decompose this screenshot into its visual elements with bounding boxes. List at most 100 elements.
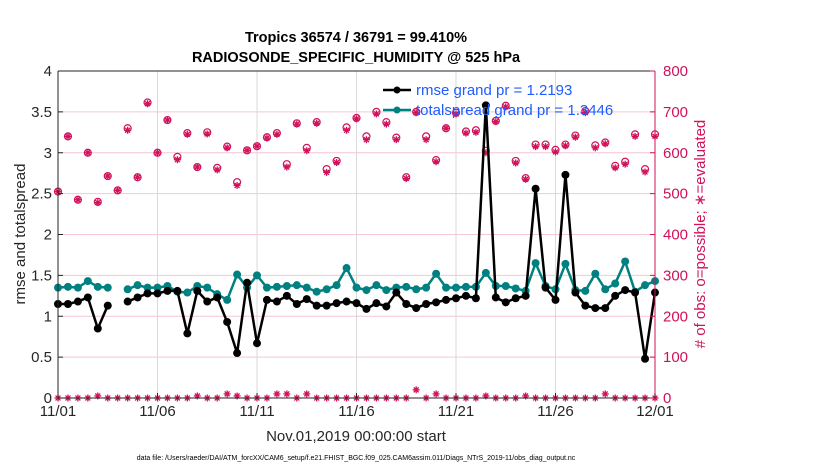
star-marker: [273, 298, 281, 306]
star-marker: [353, 115, 360, 123]
star-stroke: [542, 143, 549, 150]
star-marker: [412, 386, 420, 394]
star-marker: [641, 168, 649, 176]
star-marker: [263, 296, 271, 304]
star-marker: [213, 166, 221, 174]
totalspread-point: [641, 281, 650, 290]
star-stroke: [273, 391, 280, 397]
star-marker: [392, 289, 400, 297]
star-stroke: [592, 305, 599, 311]
totalspread-point: [531, 259, 540, 268]
star-stroke: [303, 391, 310, 397]
star-marker: [601, 304, 609, 312]
star-marker: [532, 143, 540, 151]
star-stroke: [532, 143, 539, 150]
star-stroke: [204, 131, 211, 137]
y-right-tick-label: 500: [663, 186, 688, 203]
star-marker: [392, 136, 400, 144]
star-stroke: [194, 164, 201, 170]
star-marker: [353, 299, 360, 307]
star-stroke: [582, 109, 589, 116]
star-stroke: [224, 391, 231, 397]
star-stroke: [104, 302, 111, 309]
star-marker: [362, 136, 370, 144]
star-stroke: [234, 182, 241, 189]
star-stroke: [383, 121, 390, 128]
star-marker: [522, 175, 530, 183]
star-marker: [144, 289, 152, 297]
star-marker: [621, 286, 629, 294]
star-marker: [611, 292, 619, 300]
star-stroke: [333, 300, 340, 307]
star-stroke: [433, 391, 440, 397]
totalspread-point: [223, 295, 232, 304]
star-stroke: [65, 301, 71, 307]
x-tick-label: 11/11: [239, 403, 274, 420]
star-marker: [253, 339, 261, 347]
star-stroke: [492, 118, 499, 125]
totalspread-point: [461, 282, 470, 291]
star-stroke: [254, 143, 260, 150]
star-marker: [372, 110, 380, 118]
star-stroke: [363, 136, 370, 143]
star-stroke: [114, 187, 121, 194]
totalspread-point: [292, 281, 301, 290]
y-tick-label: 3: [44, 145, 52, 162]
star-stroke: [393, 289, 400, 296]
star-marker: [94, 199, 102, 207]
x-tick-label: 11/21: [438, 403, 474, 420]
star-stroke: [512, 160, 519, 166]
star-marker: [382, 302, 390, 310]
star-stroke: [453, 295, 459, 302]
star-stroke: [413, 386, 420, 393]
star-marker: [293, 300, 301, 308]
star-stroke: [94, 325, 101, 332]
star-marker: [462, 292, 470, 300]
star-stroke: [413, 109, 420, 116]
star-stroke: [492, 294, 499, 301]
star-marker: [94, 325, 102, 333]
star-stroke: [443, 125, 449, 132]
star-stroke: [303, 147, 310, 154]
totalspread-point: [153, 283, 162, 292]
totalspread-point: [133, 281, 142, 290]
star-marker: [323, 168, 331, 176]
star-stroke: [134, 174, 141, 181]
totalspread-point: [73, 283, 82, 292]
rmse-line: [127, 104, 657, 361]
star-stroke: [413, 305, 420, 311]
star-marker: [581, 109, 589, 117]
star-marker: [114, 186, 122, 194]
star-stroke: [124, 127, 131, 134]
star-marker: [283, 292, 291, 300]
y-tick-label: 1.5: [31, 267, 52, 284]
star-marker: [74, 298, 82, 306]
y-tick-label: 0: [44, 390, 52, 407]
star-stroke: [373, 111, 380, 117]
star-stroke: [154, 149, 161, 156]
totalspread-point: [412, 285, 421, 294]
star-marker: [64, 300, 72, 308]
star-marker: [452, 294, 460, 302]
totalspread-point: [233, 270, 242, 279]
star-marker: [492, 293, 500, 301]
star-marker: [452, 110, 460, 118]
star-marker: [422, 300, 430, 308]
totalspread-point: [332, 281, 341, 290]
star-stroke: [283, 391, 290, 397]
star-marker: [432, 390, 440, 398]
star-marker: [273, 390, 281, 398]
y-tick-label: 2.5: [31, 186, 52, 203]
star-stroke: [353, 300, 360, 307]
star-stroke: [453, 111, 459, 117]
star-stroke: [582, 302, 589, 309]
x-tick-label: 11/06: [139, 403, 175, 420]
star-stroke: [224, 144, 231, 151]
star-stroke: [303, 296, 310, 302]
totalspread-point: [183, 288, 192, 297]
star-stroke: [94, 199, 101, 206]
totalspread-point: [352, 283, 361, 292]
star-stroke: [572, 289, 579, 296]
star-marker: [561, 171, 569, 179]
axes: [57, 70, 656, 399]
